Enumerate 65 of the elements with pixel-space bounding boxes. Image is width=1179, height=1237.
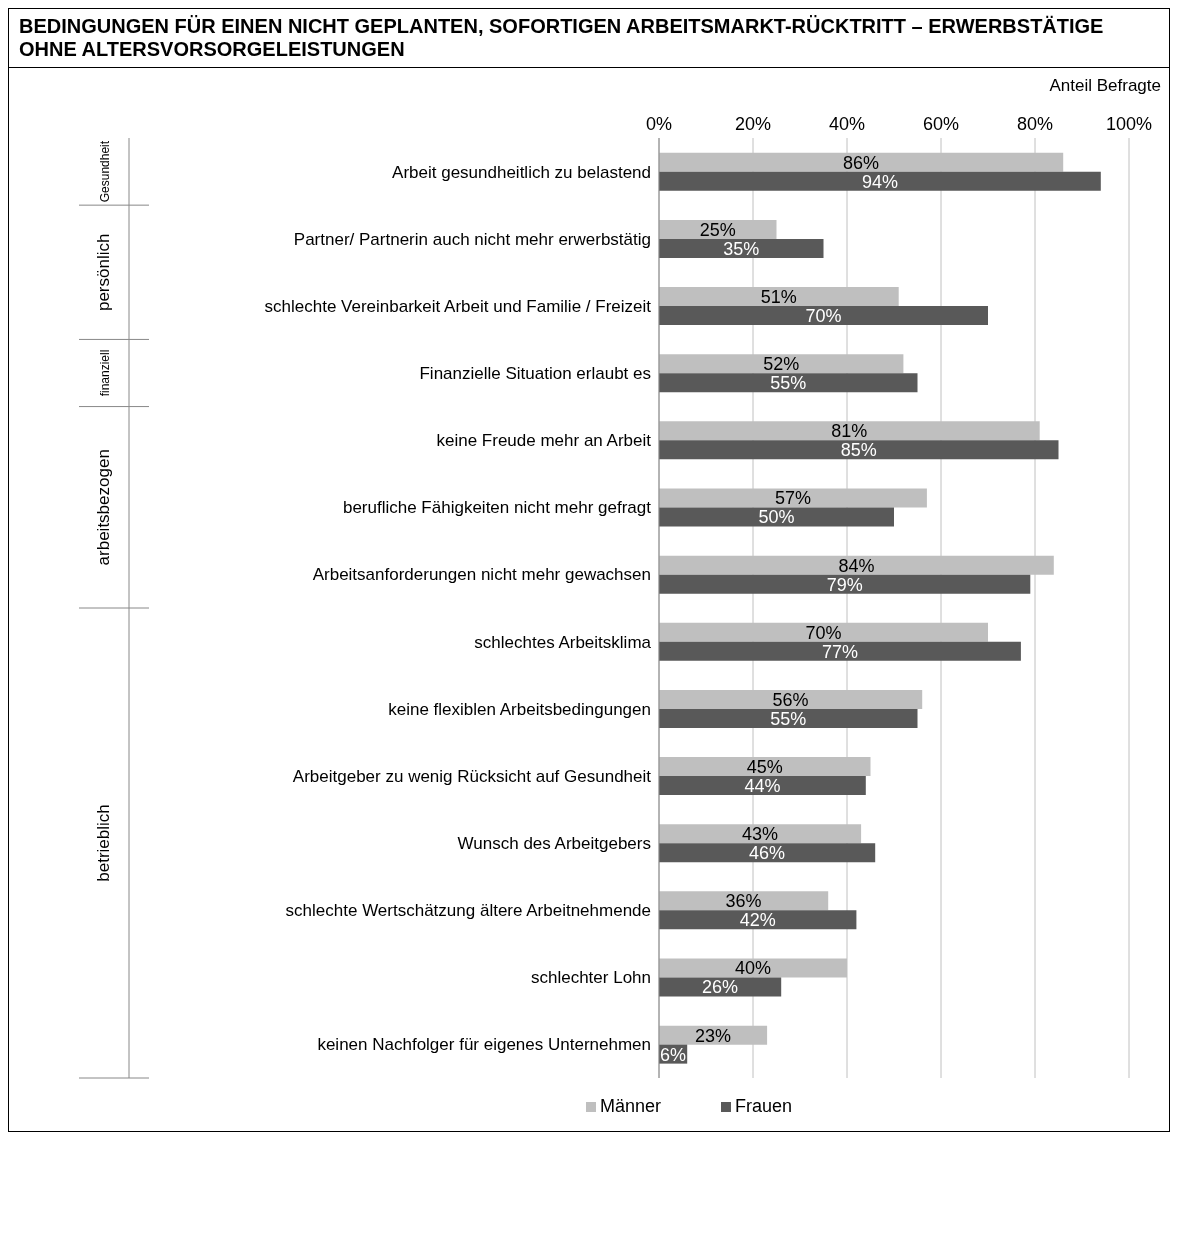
data-label: 55% — [770, 373, 807, 394]
y-tick-label: keine flexiblen Arbeitsbedingungen — [388, 699, 651, 719]
y-tick-label: Finanzielle Situation erlaubt es — [419, 364, 651, 384]
x-tick-label: 60% — [922, 114, 960, 134]
y-tick-label: Partner/ Partnerin auch nicht mehr erwerbstätig — [293, 229, 651, 249]
data-label: 85% — [840, 440, 877, 461]
x-axis-title: Anteil Befragte — [1049, 76, 1161, 96]
x-tick-label: 100% — [1105, 114, 1153, 134]
y-tick-label: schlechter Lohn — [530, 968, 651, 988]
data-label: 40% — [734, 958, 772, 979]
data-label: 84% — [838, 555, 875, 576]
data-label: 25% — [699, 219, 736, 240]
bar — [659, 306, 988, 326]
bar — [659, 373, 918, 393]
y-tick-label: schlechte Vereinbarkeit Arbeit und Familie / Freizeit — [264, 296, 652, 316]
group-labels: Gesundheit persönlich finanziell arbeitsbezogen betrieblich — [94, 140, 113, 882]
bar — [659, 843, 876, 863]
data-label: 70% — [805, 622, 842, 643]
data-label: 52% — [763, 354, 800, 375]
chart-title: BEDINGUNGEN FÜR EINEN NICHT GEPLANTEN, SOFORTIGEN ARBEITSMARKT-RÜCKTRITT – ERWERBSTÄTIGE OHNE ALTERSVORSORGELEISTUNGEN — [9, 9, 1169, 68]
data-label: 43% — [742, 824, 779, 845]
data-label: 70% — [805, 305, 842, 326]
data-label: 46% — [749, 843, 786, 864]
data-label: 26% — [702, 977, 739, 998]
legend-label: Männer — [598, 1096, 661, 1117]
data-label: 79% — [826, 574, 863, 595]
y-tick-label: keinen Nachfolger für eigenes Unternehmen — [317, 1035, 651, 1055]
data-label: 81% — [831, 421, 868, 442]
data-label: 57% — [774, 488, 811, 509]
bar — [659, 171, 1101, 191]
y-tick-label: Arbeitgeber zu wenig Rücksicht auf Gesundheit — [292, 766, 652, 786]
x-tick-label: 80% — [1016, 114, 1054, 134]
legend-label: Frauen — [734, 1096, 793, 1117]
data-label: 56% — [772, 689, 809, 710]
data-label: 77% — [821, 641, 858, 662]
data-label: 45% — [746, 756, 783, 777]
data-label: 44% — [744, 775, 781, 796]
y-tick-label: Arbeit gesundheitlich zu belastend — [392, 162, 651, 182]
bar — [659, 708, 918, 728]
bar — [659, 574, 1031, 594]
y-tick-label: keine Freude mehr an Arbeit — [436, 431, 652, 451]
y-tick-label: Arbeitsanforderungen nicht mehr gewachsen — [312, 565, 651, 585]
x-tick-label: 40% — [828, 114, 866, 134]
data-label: 55% — [770, 708, 807, 729]
bar — [659, 641, 1021, 661]
bar — [659, 776, 866, 796]
data-label: 6% — [660, 1044, 687, 1065]
x-tick-label: 20% — [734, 114, 772, 134]
bar — [659, 238, 824, 258]
y-tick-label: schlechte Wertschätzung ältere Arbeitnehmende — [285, 901, 651, 921]
data-label: 36% — [725, 891, 762, 912]
x-tick-label: 0% — [645, 114, 673, 134]
data-label: 50% — [758, 507, 795, 528]
bar — [659, 910, 857, 930]
data-label: 23% — [695, 1025, 732, 1046]
y-tick-label: berufliche Fähigkeiten nicht mehr gefragt — [342, 498, 652, 518]
data-label: 42% — [739, 910, 776, 931]
data-label: 35% — [723, 238, 760, 259]
bar — [659, 440, 1059, 460]
y-tick-label: Wunsch des Arbeitgebers — [457, 834, 651, 854]
bar — [659, 507, 894, 527]
data-label: 94% — [861, 171, 898, 192]
data-label: 51% — [760, 286, 797, 307]
data-label: 86% — [843, 152, 880, 173]
y-tick-label: schlechtes Arbeitsklima — [474, 632, 652, 652]
